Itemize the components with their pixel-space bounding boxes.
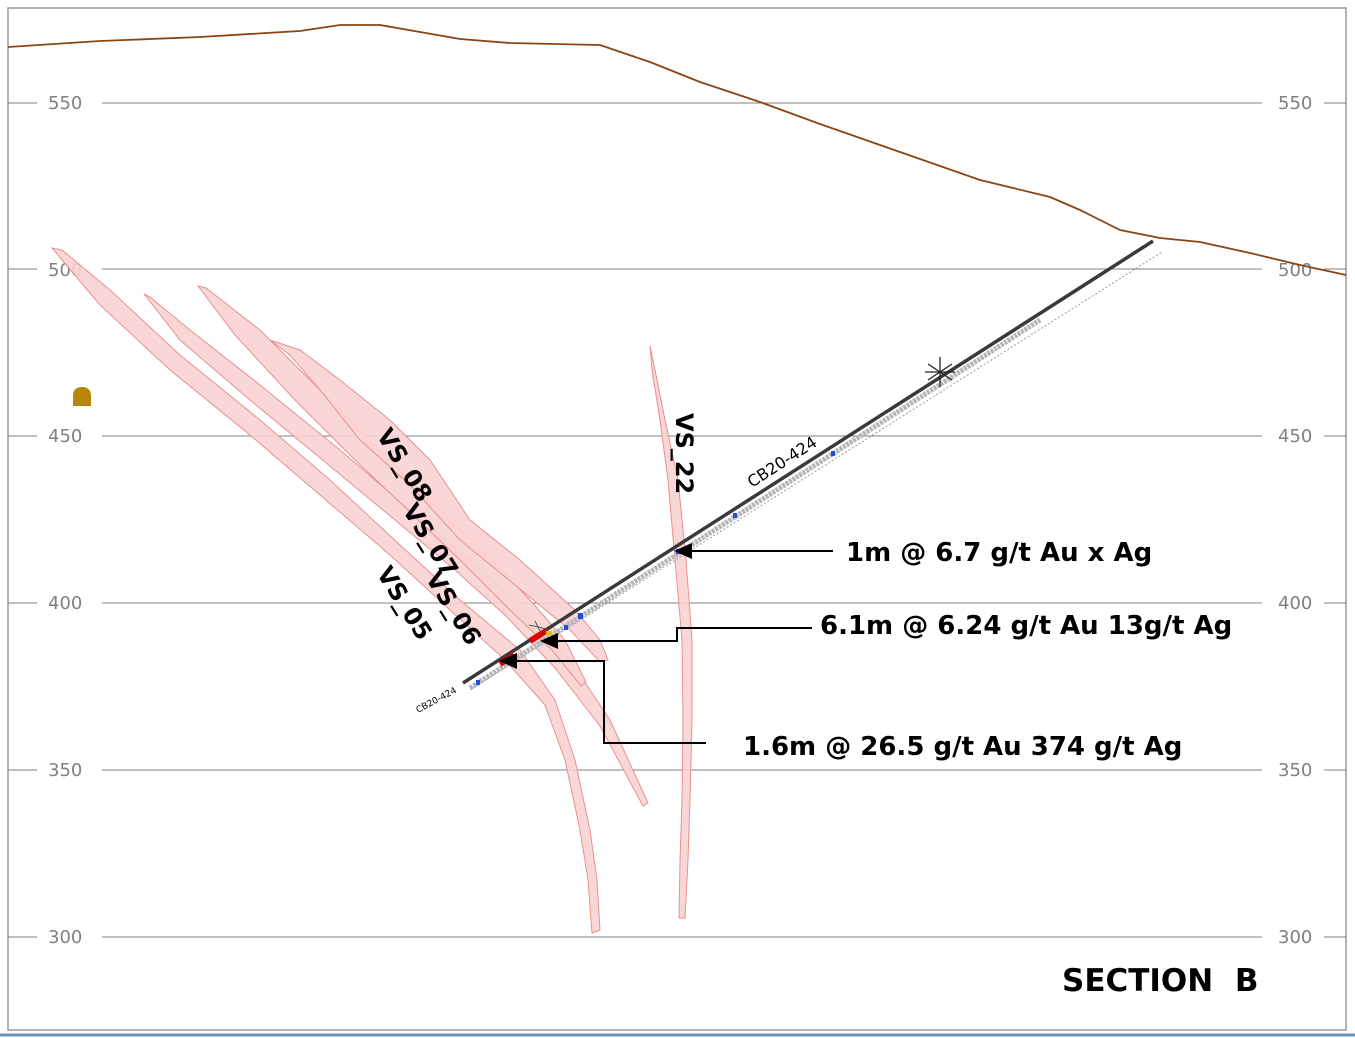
vein-wireframes [50, 247, 693, 934]
survey-marker-icon [528, 620, 548, 634]
callout-leader [556, 627, 812, 642]
sample-tick [831, 451, 835, 456]
intercept-label: 6.1m @ 6.24 g/t Au 13g/t Ag [820, 611, 1232, 641]
drillhole-trace-dotted [469, 251, 1163, 691]
arrow-head-icon [540, 633, 558, 649]
sample-tick [564, 625, 568, 630]
elevation-label: 450 [48, 426, 82, 447]
intercept-label: 1.6m @ 26.5 g/t Au 374 g/t Ag [743, 732, 1182, 762]
vein-vs-08 [269, 339, 609, 663]
high-grade-interval [528, 628, 548, 644]
yellow-sample-tick [546, 631, 552, 635]
intercept-label: 1m @ 6.7 g/t Au x Ag [846, 538, 1152, 568]
intercept-callout-3: 1.6m @ 26.5 g/t Au 374 g/t Ag [499, 653, 1182, 762]
arrow-head-icon [674, 543, 692, 559]
elevation-label: 300 [48, 927, 82, 948]
survey-marker-icon [925, 357, 955, 387]
adit-marker-icon [73, 387, 91, 406]
section-title: SECTION B [1062, 963, 1258, 999]
elevation-label: 350 [48, 760, 82, 781]
elevation-labels-left: 550 500 450 400 350 300 [48, 93, 82, 948]
sample-tick [476, 680, 480, 685]
callout-leader [515, 660, 706, 744]
elevation-label: 350 [1278, 760, 1312, 781]
vein-vs-06 [143, 293, 649, 807]
intercept-callout-1: 1m @ 6.7 g/t Au x Ag [674, 538, 1152, 568]
intercept-callout-2: 6.1m @ 6.24 g/t Au 13g/t Ag [540, 611, 1232, 649]
vein-label-vs-22: VS_22 [670, 413, 698, 494]
drillhole-trace [462, 239, 1154, 685]
diagram-border [7, 7, 1347, 1031]
vein-vs-05 [50, 247, 601, 934]
drillhole-collar-label: CB20-424 [415, 686, 459, 716]
elevation-label: 550 [48, 93, 82, 114]
elevation-label: 400 [48, 593, 82, 614]
elevation-label: 400 [1278, 593, 1312, 614]
arrow-head-icon [499, 653, 517, 669]
drillhole-cb20-424: CB20-424 CB20-424 [415, 239, 1163, 716]
vein-vs-07 [196, 285, 587, 687]
sample-tick [578, 613, 583, 619]
elevation-label: 450 [1278, 426, 1312, 447]
topography-line [7, 24, 1347, 276]
elevation-label: 300 [1278, 927, 1312, 948]
sample-tick [733, 513, 737, 518]
vein-vs-22 [649, 345, 693, 919]
elevation-label: 550 [1278, 93, 1312, 114]
elevation-labels-right: 550 500 450 400 350 300 [1278, 93, 1312, 948]
